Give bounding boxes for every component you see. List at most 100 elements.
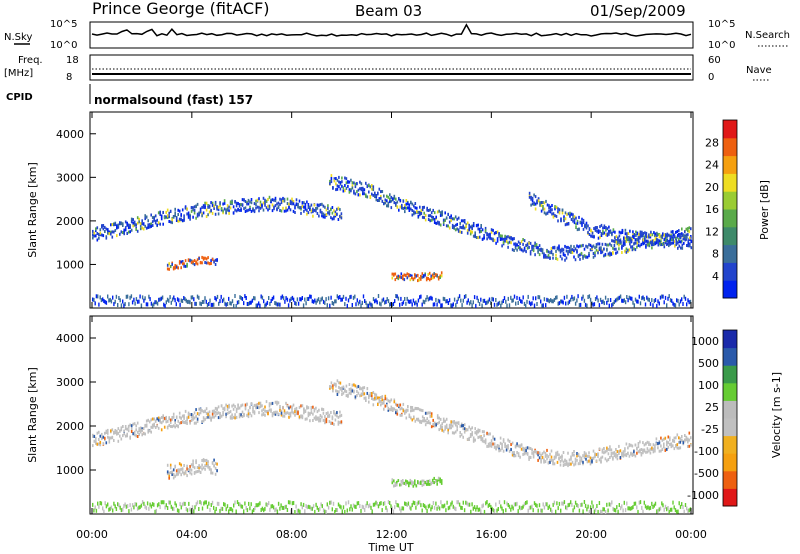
velocity-ground-point bbox=[613, 507, 615, 512]
velocity-ground-point bbox=[507, 503, 509, 507]
power-echo-point bbox=[213, 207, 215, 210]
velocity-echo-point bbox=[274, 412, 277, 416]
velocity-ground-point bbox=[322, 508, 325, 513]
velocity-echo-point bbox=[612, 451, 614, 455]
power-echo-point bbox=[228, 209, 230, 213]
power-echo-point bbox=[543, 201, 546, 205]
velocity-ground-point bbox=[324, 509, 326, 514]
power-echo-point bbox=[648, 235, 650, 239]
power-ground-point bbox=[483, 298, 486, 303]
power-ground-point bbox=[641, 296, 643, 301]
velocity-echo-point bbox=[365, 398, 367, 402]
power-ground-point bbox=[339, 295, 341, 299]
velocity-echo-point bbox=[154, 426, 157, 429]
velocity-ground-point bbox=[268, 501, 270, 506]
power-echo-point bbox=[642, 238, 645, 242]
power-echo-point bbox=[490, 228, 493, 232]
velocity-echo-point bbox=[322, 411, 325, 415]
power-ground-point bbox=[341, 297, 343, 302]
power-echo-point bbox=[196, 214, 199, 218]
power-echo-point bbox=[671, 235, 673, 239]
power-echo-point bbox=[592, 244, 595, 248]
velocity-ground-point bbox=[302, 502, 305, 507]
velocity-ground-point bbox=[642, 509, 644, 514]
time-tick-label: 00:00 bbox=[675, 528, 707, 541]
power-ground-point bbox=[520, 299, 522, 304]
power-echo-point bbox=[502, 237, 505, 241]
power-echo-point bbox=[599, 235, 601, 239]
velocity-echo-point bbox=[433, 481, 435, 485]
velocity-echo-point bbox=[232, 403, 235, 407]
power-echo-point bbox=[533, 201, 535, 205]
power-echo-point bbox=[549, 251, 551, 255]
power-ground-point bbox=[417, 298, 420, 303]
velocity-echo-point bbox=[163, 416, 166, 420]
velocity-ground-point bbox=[366, 501, 368, 506]
power-ground-point bbox=[276, 302, 279, 307]
power-echo-point bbox=[412, 277, 415, 281]
power-echo-point bbox=[331, 206, 334, 209]
power-ground-point bbox=[409, 299, 411, 304]
velocity-echo-point bbox=[231, 416, 233, 420]
velocity-ground-point bbox=[294, 510, 296, 514]
power-ground-point bbox=[594, 297, 597, 301]
power-echo-point bbox=[268, 204, 271, 208]
power-echo-point bbox=[649, 235, 652, 239]
power-echo-point bbox=[530, 195, 532, 199]
power-echo-point bbox=[246, 202, 248, 206]
power-echo-point bbox=[687, 229, 689, 233]
power-echo-point bbox=[531, 199, 534, 203]
velocity-echo-point bbox=[390, 408, 393, 412]
velocity-echo-point bbox=[205, 411, 208, 415]
velocity-ground-point bbox=[259, 501, 261, 506]
velocity-echo-point bbox=[640, 451, 643, 455]
power-echo-point bbox=[471, 230, 473, 234]
velocity-echo-point bbox=[416, 417, 418, 421]
velocity-echo-point bbox=[380, 399, 382, 403]
velocity-ground-point bbox=[310, 506, 312, 511]
power-echo-point bbox=[690, 246, 693, 250]
power-echo-point bbox=[198, 213, 200, 217]
velocity-echo-point bbox=[403, 481, 406, 485]
power-ground-point bbox=[631, 296, 633, 301]
power-echo-point bbox=[505, 235, 508, 239]
power-ground-point bbox=[391, 302, 393, 307]
velocity-echo-point bbox=[411, 408, 414, 412]
power-echo-point bbox=[356, 182, 358, 186]
velocity-echo-point bbox=[95, 440, 97, 444]
velocity-echo-point bbox=[484, 441, 487, 445]
power-echo-point bbox=[635, 230, 637, 234]
velocity-echo-point bbox=[540, 460, 542, 464]
power-echo-point bbox=[689, 242, 691, 246]
power-echo-point bbox=[102, 224, 105, 227]
power-echo-point bbox=[424, 214, 427, 218]
power-ytick-label: 4000 bbox=[56, 128, 84, 141]
power-ground-point bbox=[230, 301, 232, 306]
velocity-echo-point bbox=[285, 411, 287, 415]
power-ground-point bbox=[249, 300, 251, 305]
power-ground-point bbox=[189, 300, 191, 305]
velocity-echo-point bbox=[313, 409, 316, 413]
velocity-ground-point bbox=[395, 500, 397, 505]
power-echo-point bbox=[217, 212, 220, 216]
velocity-ground-point bbox=[552, 502, 554, 507]
power-echo-point bbox=[234, 208, 236, 212]
power-echo-point bbox=[92, 229, 94, 233]
power-echo-point bbox=[101, 233, 103, 237]
power-echo-point bbox=[466, 221, 469, 225]
power-echo-point bbox=[291, 197, 293, 201]
velocity-ground-point bbox=[465, 500, 467, 505]
power-echo-point bbox=[541, 251, 544, 255]
velocity-echo-point bbox=[129, 423, 131, 427]
power-ground-point bbox=[261, 295, 264, 300]
power-echo-point bbox=[359, 193, 361, 197]
velocity-ground-point bbox=[511, 504, 513, 509]
velocity-echo-point bbox=[381, 398, 384, 402]
power-echo-point bbox=[663, 241, 665, 245]
velocity-echo-point bbox=[438, 416, 440, 420]
velocity-echo-point bbox=[565, 460, 568, 464]
power-echo-point bbox=[440, 271, 443, 275]
velocity-echo-point bbox=[360, 392, 363, 396]
power-echo-point bbox=[562, 253, 565, 257]
velocity-echo-point bbox=[162, 419, 164, 423]
